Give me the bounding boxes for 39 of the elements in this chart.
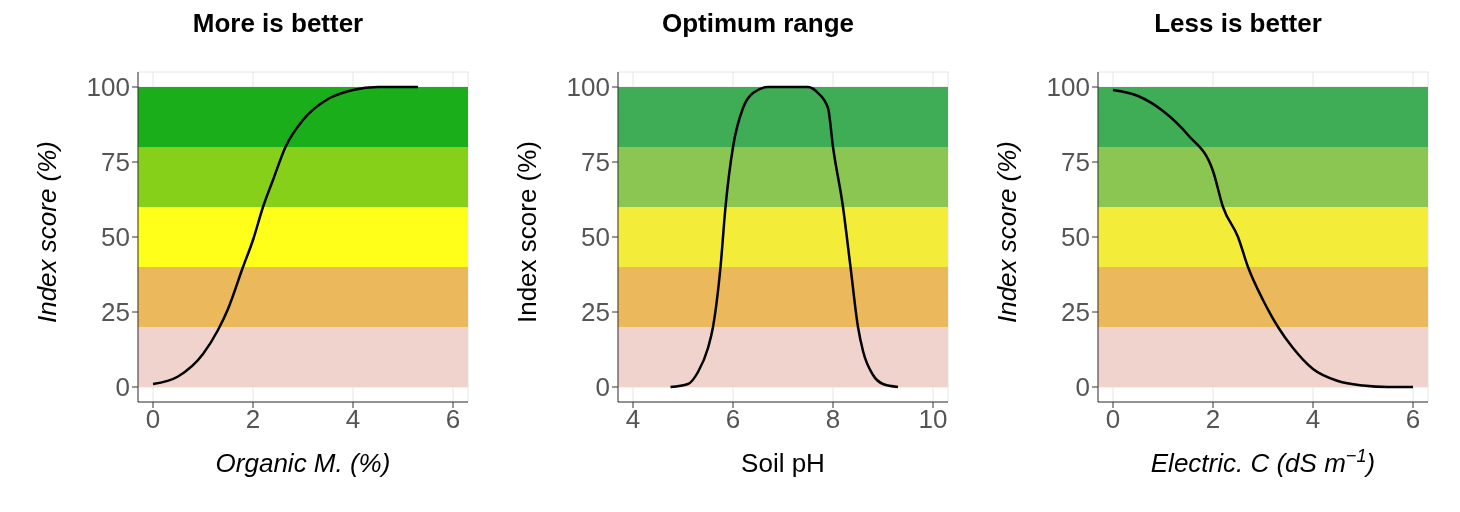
x-tick-label: 10 (918, 404, 948, 435)
x-axis-title: Electric. C (dS m$^{−1}$) (1150, 446, 1376, 478)
y-tick-label: 75 (101, 147, 130, 178)
y-tick-label: 25 (101, 297, 130, 328)
y-tick-label: 50 (101, 222, 130, 253)
y-tick-label: 25 (581, 297, 610, 328)
chart-title: More is better (191, 8, 365, 40)
y-tick-label: 75 (1061, 147, 1090, 178)
x-tick-label: 8 (825, 404, 841, 435)
y-axis-title: Index score (%) (32, 140, 62, 324)
chart-title: Optimum range (660, 8, 856, 40)
line-series (1111, 88, 1415, 389)
x-axis-title: Soil pH (741, 448, 825, 478)
y-tick-label: 100 (566, 72, 610, 103)
x-tick-label: 0 (1105, 404, 1121, 435)
y-tick-label: 0 (1075, 372, 1090, 403)
x-tick-label: 6 (725, 404, 741, 435)
x-tick-label: 0 (145, 404, 161, 435)
x-tick-label: 4 (345, 404, 361, 435)
x-tick-label: 6 (445, 404, 461, 435)
y-tick-label: 25 (1061, 297, 1090, 328)
x-tick-label: 6 (1405, 404, 1421, 435)
chart-title: Less is better (1153, 8, 1323, 40)
y-tick-label: 100 (86, 72, 130, 103)
y-tick-label: 75 (581, 147, 610, 178)
line-series (669, 85, 900, 389)
y-axis-title: Index score (%) (512, 140, 542, 324)
x-tick-label: 2 (245, 404, 261, 435)
line-series (151, 85, 420, 386)
x-tick-label: 4 (1305, 404, 1321, 435)
y-axis-title: Index score (%) (992, 140, 1022, 324)
y-tick-label: 50 (1061, 222, 1090, 253)
y-tick-label: 100 (1046, 72, 1090, 103)
x-tick-label: 2 (1205, 404, 1221, 435)
x-axis-title: Organic M. (%) (215, 448, 391, 478)
y-tick-label: 0 (115, 372, 130, 403)
y-tick-label: 50 (581, 222, 610, 253)
x-tick-label: 4 (625, 404, 641, 435)
y-tick-label: 0 (595, 372, 610, 403)
